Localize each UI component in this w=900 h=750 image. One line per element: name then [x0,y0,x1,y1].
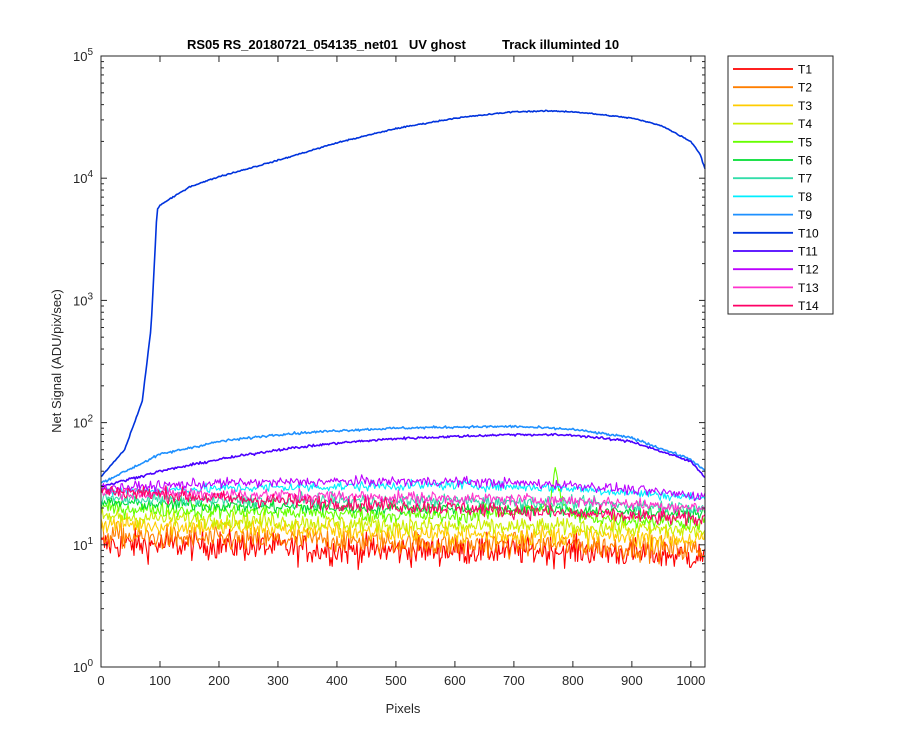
series-line-t5 [100,466,706,531]
x-tick-label: 900 [621,673,643,688]
series-line-t1 [100,527,706,571]
legend: T1 T2 T3 T4 T5 T6 T7 T8 T9 T10 T11 T12 T13 T14 [727,55,834,315]
legend-label-t12: T12 [798,263,819,277]
legend-label-t10: T10 [798,226,819,240]
series-line-t14 [100,485,706,527]
series-line-t10 [100,109,706,478]
series-line-t4 [100,507,706,539]
x-tick-label: 0 [97,673,104,688]
legend-label-t8: T8 [798,190,812,204]
legend-label-t2: T2 [798,81,812,95]
legend-label-t3: T3 [798,99,812,113]
legend-label-t13: T13 [798,281,819,295]
y-axis-label: Net Signal (ADU/pix/sec) [49,289,64,433]
plot-area [101,56,705,667]
series-line-t9 [100,424,706,484]
y-tick-label: 105 [73,47,93,64]
series-line-t7 [100,490,706,515]
plot-frame [100,55,706,668]
legend-label-t11: T11 [798,245,818,259]
x-tick-label: 300 [267,673,289,688]
y-tick-label: 101 [73,536,93,553]
axis-ticks: 0 100 200 300 400 500 600 700 800 900 1000 100 101 10… [73,47,705,688]
y-tick-label: 102 [73,414,93,431]
legend-label-t14: T14 [798,299,819,313]
legend-box [727,55,834,315]
x-tick-label: 1000 [676,673,705,688]
legend-label-t9: T9 [798,208,812,222]
series-line-t2 [100,521,706,565]
legend-label-t1: T1 [798,63,812,77]
series-line-t13 [100,484,706,514]
x-tick-label: 600 [444,673,466,688]
x-axis-label: Pixels [386,701,421,716]
legend-label-t4: T4 [798,117,812,131]
x-tick-label: 200 [208,673,230,688]
y-tick-label: 104 [73,169,93,186]
x-tick-label: 500 [385,673,407,688]
legend-label-t5: T5 [798,135,812,149]
y-tick-label: 103 [73,291,93,308]
x-tick-label: 700 [503,673,525,688]
x-tick-label: 800 [562,673,584,688]
y-tick-label: 100 [73,658,93,675]
series-line-t11 [100,432,706,488]
chart-title: RS05 RS_20180721_054135_net01 UV ghost T… [187,37,619,52]
series-line-t12 [100,474,706,502]
x-tick-label: 400 [326,673,348,688]
legend-label-t6: T6 [798,154,812,168]
legend-label-t7: T7 [798,172,812,186]
series-layer [100,109,706,571]
x-tick-label: 100 [149,673,171,688]
